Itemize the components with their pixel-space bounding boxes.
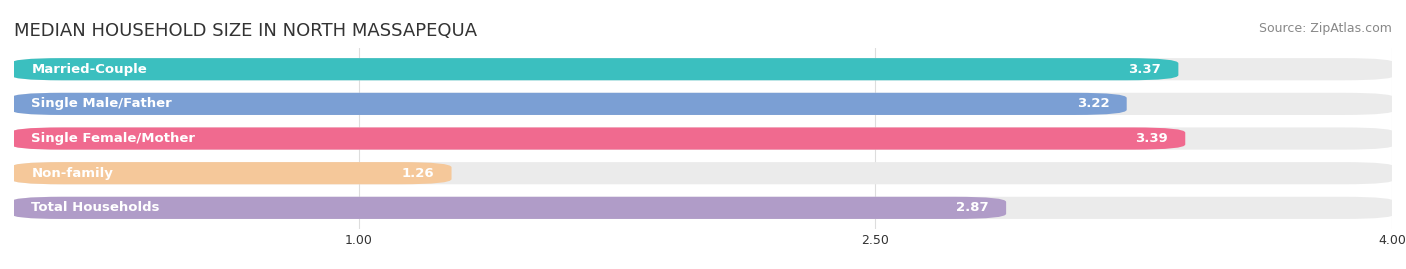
FancyBboxPatch shape (11, 162, 451, 184)
Text: Single Female/Mother: Single Female/Mother (31, 132, 195, 145)
FancyBboxPatch shape (11, 93, 1395, 115)
Text: Single Male/Father: Single Male/Father (31, 97, 172, 110)
FancyBboxPatch shape (11, 93, 1126, 115)
Text: 3.37: 3.37 (1129, 63, 1161, 76)
Text: 1.26: 1.26 (402, 167, 434, 180)
Text: 3.39: 3.39 (1135, 132, 1168, 145)
Text: Married-Couple: Married-Couple (31, 63, 148, 76)
FancyBboxPatch shape (11, 58, 1395, 80)
FancyBboxPatch shape (11, 128, 1185, 150)
Text: Source: ZipAtlas.com: Source: ZipAtlas.com (1258, 22, 1392, 34)
FancyBboxPatch shape (11, 162, 1395, 184)
FancyBboxPatch shape (11, 58, 1178, 80)
FancyBboxPatch shape (11, 128, 1395, 150)
Text: 3.22: 3.22 (1077, 97, 1109, 110)
Text: Non-family: Non-family (31, 167, 112, 180)
Text: Total Households: Total Households (31, 201, 160, 214)
FancyBboxPatch shape (11, 197, 1007, 219)
Text: MEDIAN HOUSEHOLD SIZE IN NORTH MASSAPEQUA: MEDIAN HOUSEHOLD SIZE IN NORTH MASSAPEQU… (14, 22, 477, 40)
FancyBboxPatch shape (11, 197, 1395, 219)
Text: 2.87: 2.87 (956, 201, 988, 214)
